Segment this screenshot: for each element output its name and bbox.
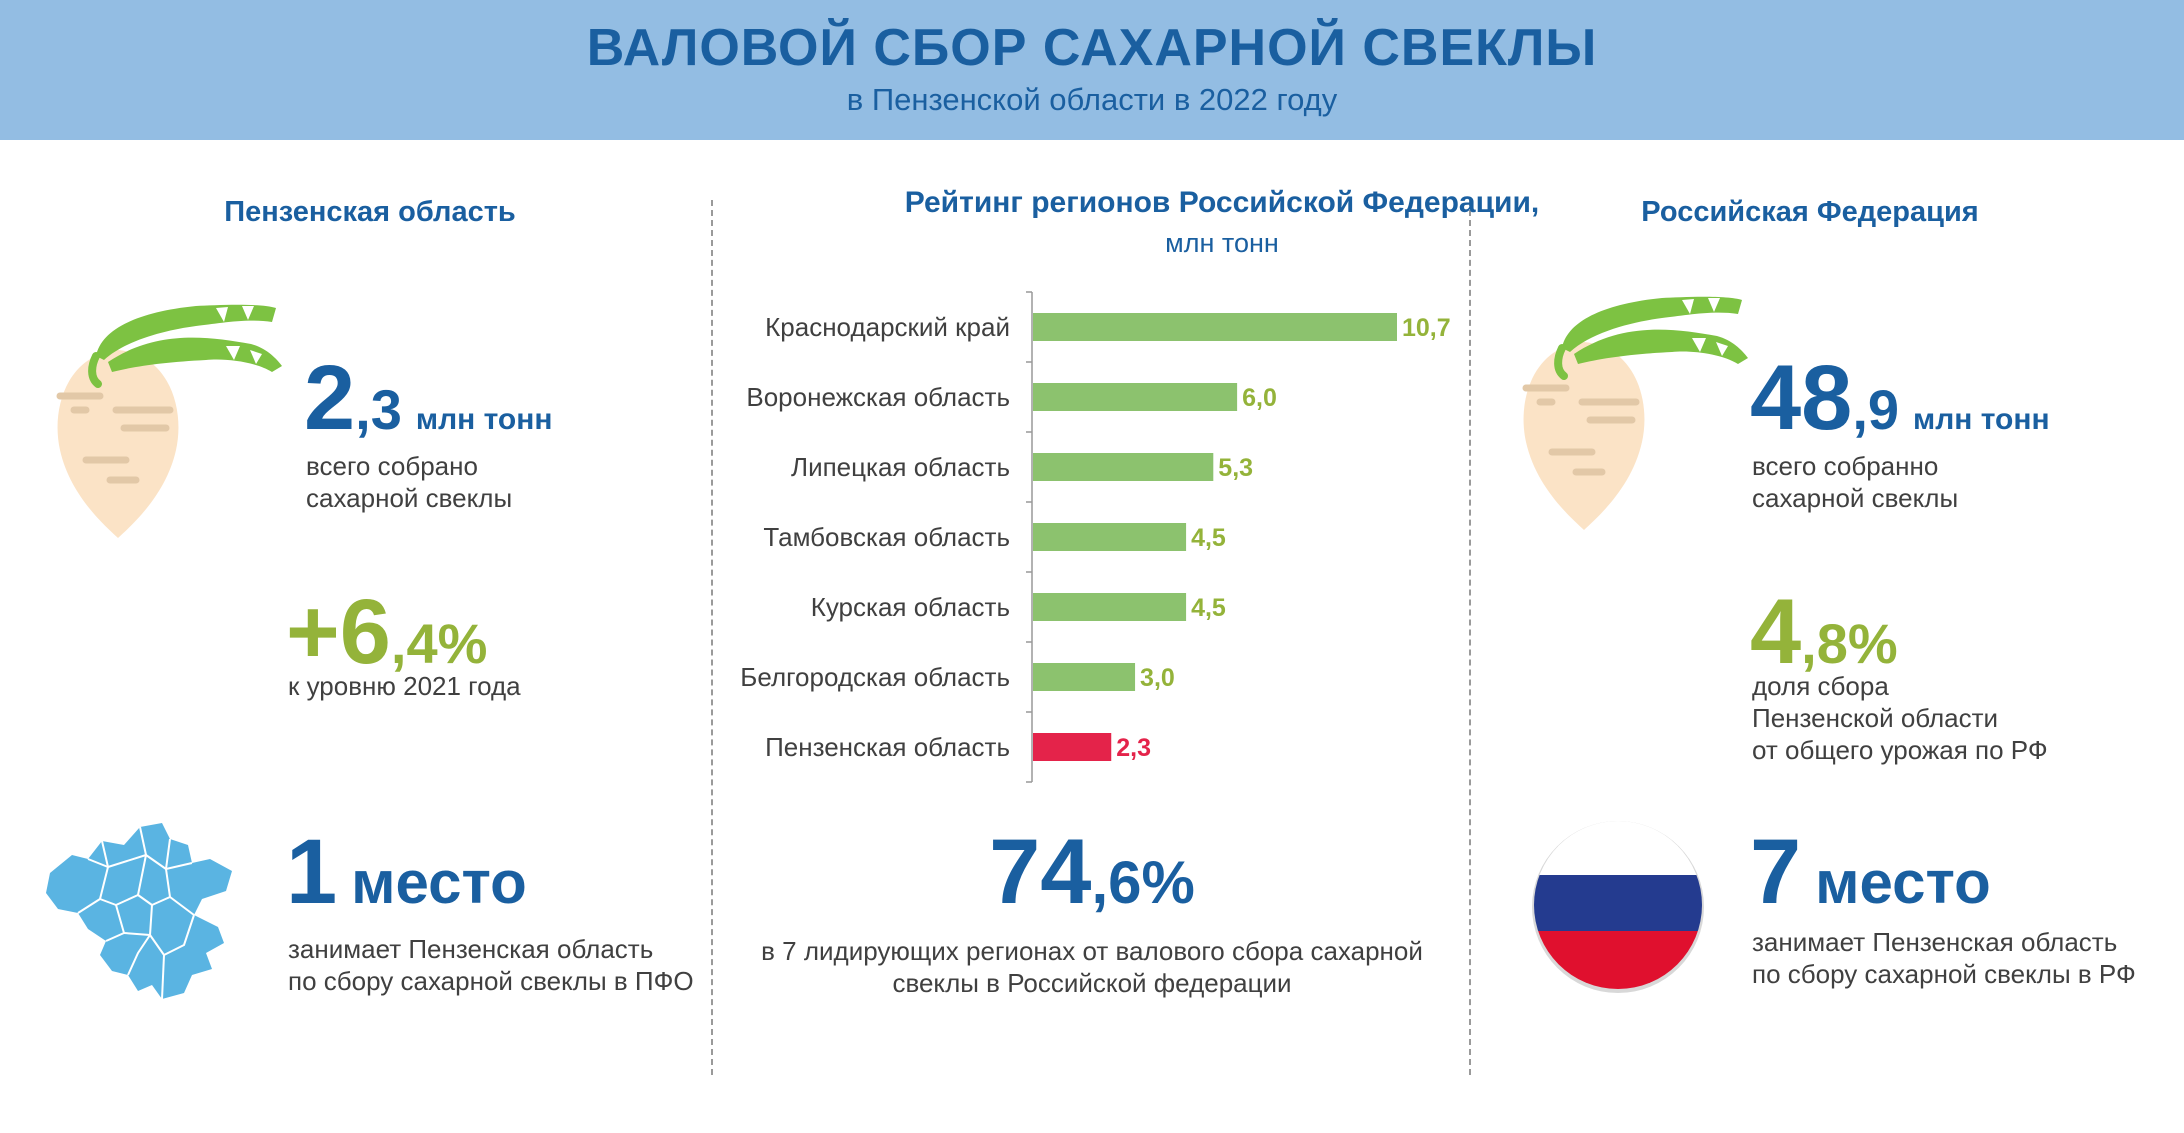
bar-5 [1033,593,1187,621]
penza-share-value: 4,8% [1750,581,1898,683]
region-rating-bar-chart: Краснодарский край 10,7 Воронежская област… [740,291,1451,783]
category-label: Пензенская область [765,732,1010,762]
bar-1 [1033,313,1397,341]
category-label: Липецкая область [791,452,1010,482]
category-label: Воронежская область [746,382,1010,412]
value-label: 4,5 [1191,594,1226,622]
left-column-title: Пензенская область [224,196,516,228]
left-divider [711,200,713,1075]
value-label: 2,3 [1116,734,1151,762]
penza-pfo-rank-desc: занимает Пензенская область по сбору саха… [288,934,694,996]
category-label: Краснодарский край [765,312,1010,342]
sugar-beet-icon [56,304,282,538]
chart-title: Рейтинг регионов Российской Федерации, [904,186,1540,219]
bar-7 [1033,733,1112,761]
penza-growth-desc: к уровню 2021 года [288,671,521,701]
bar-2 [1033,383,1238,411]
penza-pfo-rank: 1 место [286,821,527,923]
penza-rf-rank: 7 место [1750,821,1991,923]
page-subtitle: в Пензенской области в 2022 году [846,82,1338,117]
page-title: ВАЛОВОЙ СБОР САХАРНОЙ СВЕКЛЫ [586,19,1598,77]
penza-harvest-desc: всего собрано сахарной свеклы [306,451,513,513]
value-label: 10,7 [1402,314,1451,342]
right-divider [1469,200,1471,1075]
category-label: Белгородская область [740,662,1010,692]
category-label: Тамбовская область [763,522,1010,552]
right-column-title: Российская Федерация [1641,196,1979,228]
penza-harvest-value: 2,3 млн тонн [304,347,553,449]
chart-unit: млн тонн [1165,228,1279,258]
penza-growth-value: +6,4% [286,581,488,683]
russia-flag-icon [1532,821,1704,993]
penza-share-desc: доля сбора Пензенской области от общего ур… [1752,671,2048,765]
value-label: 3,0 [1140,664,1175,692]
value-label: 5,3 [1218,454,1253,482]
value-label: 6,0 [1242,384,1277,412]
bar-4 [1033,523,1187,551]
bar-6 [1033,663,1136,691]
rf-harvest-desc: всего собранно сахарной свеклы [1752,451,1959,513]
header-banner: ВАЛОВОЙ СБОР САХАРНОЙ СВЕКЛЫ в Пензенско… [0,0,2184,140]
top7-share-value: 74,6% [989,821,1195,923]
penza-rf-rank-desc: занимает Пензенская область по сбору саха… [1752,927,2136,989]
rf-harvest-value: 48,9 млн тонн [1750,347,2050,449]
sugar-beet-icon [1522,296,1748,530]
value-label: 4,5 [1191,524,1226,552]
top7-share-desc: в 7 лидирующих регионах от валового сбор… [761,936,1423,998]
pfo-map-icon [46,823,232,1000]
bar-3 [1033,453,1214,481]
category-label: Курская область [811,592,1010,622]
